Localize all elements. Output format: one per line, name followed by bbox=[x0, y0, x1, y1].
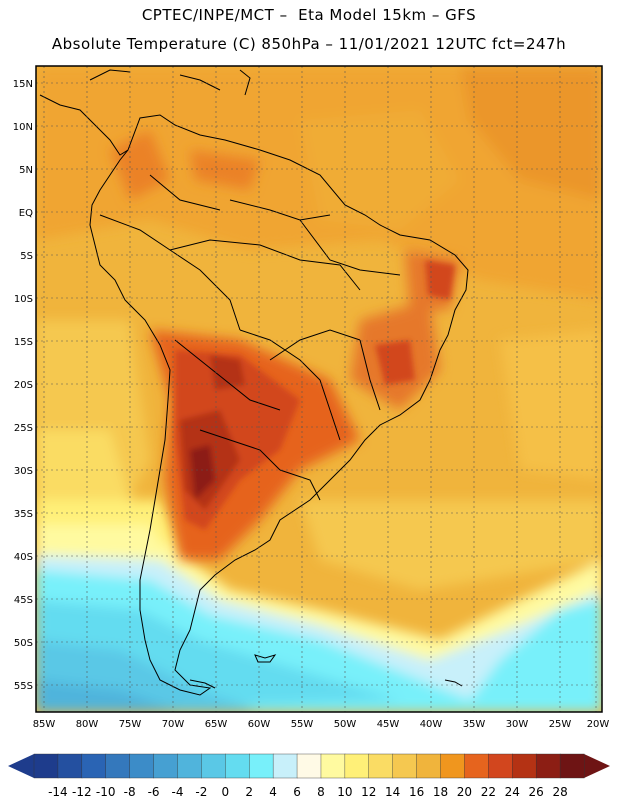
lat-label: 25S bbox=[14, 423, 33, 434]
lat-lon-grid bbox=[36, 66, 602, 712]
colorbar-label: 28 bbox=[552, 785, 567, 799]
colorbar-label: 12 bbox=[361, 785, 376, 799]
colorbar-label: 26 bbox=[529, 785, 544, 799]
colorbar-swatch bbox=[488, 753, 513, 779]
coastline-borders bbox=[39, 69, 469, 696]
colorbar-label: -12 bbox=[72, 785, 92, 799]
colorbar-label: 8 bbox=[317, 785, 325, 799]
latitude-labels: 15N 10N 5N EQ 5S 10S 15S 20S 25S 30S 35S… bbox=[13, 79, 33, 692]
colorbar-swatch bbox=[440, 753, 465, 779]
lat-label: 40S bbox=[14, 552, 33, 563]
lon-label: 70W bbox=[162, 719, 185, 730]
lat-label: 10N bbox=[13, 122, 33, 133]
lat-label: 50S bbox=[14, 638, 33, 649]
lat-label: EQ bbox=[19, 208, 33, 219]
colorbar-swatch bbox=[105, 753, 131, 779]
lat-label: 5N bbox=[19, 165, 33, 176]
colorbar-swatch bbox=[129, 753, 155, 779]
colorbar-swatch bbox=[272, 753, 298, 779]
lon-label: 75W bbox=[119, 719, 142, 730]
colorbar-swatch bbox=[512, 753, 537, 779]
colorbar-label: -14 bbox=[48, 785, 68, 799]
colorbar-label: -6 bbox=[148, 785, 160, 799]
colorbar-swatch bbox=[249, 753, 274, 779]
colorbar-swatch bbox=[535, 753, 561, 779]
colorbar-label: 4 bbox=[269, 785, 277, 799]
colorbar-label: 2 bbox=[245, 785, 253, 799]
lat-label: 15N bbox=[13, 79, 33, 90]
map-title-line1: CPTEC/INPE/MCT – Eta Model 15km – GFS bbox=[141, 6, 477, 24]
colorbar-label: -8 bbox=[124, 785, 136, 799]
temperature-field bbox=[36, 66, 602, 712]
colorbar-label: -4 bbox=[171, 785, 183, 799]
colorbar-swatch bbox=[368, 753, 394, 779]
colorbar-label: 0 bbox=[221, 785, 229, 799]
lon-label: 65W bbox=[205, 719, 228, 730]
lon-label: 85W bbox=[33, 719, 56, 730]
colorbar-swatch bbox=[201, 753, 226, 779]
lat-label: 55S bbox=[14, 681, 33, 692]
colorbar-label: -2 bbox=[195, 785, 207, 799]
lon-label: 45W bbox=[377, 719, 400, 730]
lon-label: 60W bbox=[248, 719, 271, 730]
colorbar: -14 -12 -10 -8 -6 -4 -2 0 2 4 6 8 10 12 14 16 18 20 22 24 26… bbox=[8, 753, 610, 799]
colorbar-swatch bbox=[177, 753, 202, 779]
colorbar-swatch bbox=[464, 753, 489, 779]
lon-label: 40W bbox=[420, 719, 443, 730]
lon-label: 30W bbox=[506, 719, 529, 730]
colorbar-swatch bbox=[153, 753, 178, 779]
colorbar-label: -10 bbox=[96, 785, 116, 799]
lon-label: 35W bbox=[463, 719, 486, 730]
lat-label: 20S bbox=[14, 380, 33, 391]
colorbar-swatch bbox=[296, 753, 322, 779]
colorbar-label: 20 bbox=[457, 785, 472, 799]
lat-label: 30S bbox=[14, 466, 33, 477]
lat-label: 5S bbox=[20, 251, 33, 262]
colorbar-swatch bbox=[559, 753, 585, 779]
colorbar-label: 10 bbox=[337, 785, 352, 799]
colorbar-left-arrow bbox=[8, 754, 34, 778]
lon-label: 55W bbox=[291, 719, 314, 730]
colorbar-right-arrow bbox=[584, 754, 610, 778]
lon-label: 25W bbox=[549, 719, 572, 730]
colorbar-label: 24 bbox=[505, 785, 520, 799]
lat-label: 10S bbox=[14, 294, 33, 305]
colorbar-swatch bbox=[416, 753, 442, 779]
colorbar-swatch bbox=[81, 753, 107, 779]
lat-label: 15S bbox=[14, 337, 33, 348]
lat-label: 45S bbox=[14, 595, 33, 606]
colorbar-swatch bbox=[57, 753, 83, 779]
colorbar-label: 22 bbox=[481, 785, 496, 799]
colorbar-label: 16 bbox=[409, 785, 424, 799]
colorbar-label: 14 bbox=[385, 785, 400, 799]
colorbar-swatch bbox=[392, 753, 418, 779]
lat-label: 35S bbox=[14, 509, 33, 520]
colorbar-swatch bbox=[225, 753, 250, 779]
lon-label: 20W bbox=[587, 719, 610, 730]
longitude-labels: 85W 80W 75W 70W 65W 60W 55W 50W 45W 40W … bbox=[33, 719, 610, 730]
lon-label: 50W bbox=[334, 719, 357, 730]
map-title-line2: Absolute Temperature (C) 850hPa – 11/01/… bbox=[51, 35, 567, 53]
colorbar-swatch bbox=[344, 753, 370, 779]
colorbar-swatch bbox=[33, 753, 59, 779]
colorbar-swatch bbox=[320, 753, 346, 779]
lon-label: 80W bbox=[76, 719, 99, 730]
colorbar-label: 18 bbox=[433, 785, 448, 799]
map-frame bbox=[35, 65, 603, 713]
colorbar-label: 6 bbox=[293, 785, 301, 799]
